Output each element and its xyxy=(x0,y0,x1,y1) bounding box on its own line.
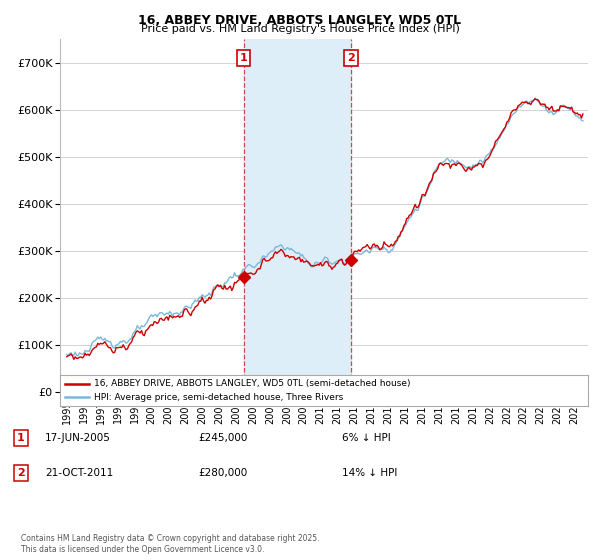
Text: 16, ABBEY DRIVE, ABBOTS LANGLEY, WD5 0TL: 16, ABBEY DRIVE, ABBOTS LANGLEY, WD5 0TL xyxy=(139,14,461,27)
Text: £280,000: £280,000 xyxy=(198,468,247,478)
Text: HPI: Average price, semi-detached house, Three Rivers: HPI: Average price, semi-detached house,… xyxy=(94,393,344,402)
Text: 17-JUN-2005: 17-JUN-2005 xyxy=(45,433,111,443)
Text: 6% ↓ HPI: 6% ↓ HPI xyxy=(342,433,391,443)
Text: 1: 1 xyxy=(17,433,25,443)
Text: 2: 2 xyxy=(17,468,25,478)
Text: 2: 2 xyxy=(347,53,355,63)
Text: 1: 1 xyxy=(240,53,248,63)
Text: Price paid vs. HM Land Registry's House Price Index (HPI): Price paid vs. HM Land Registry's House … xyxy=(140,24,460,34)
Text: £245,000: £245,000 xyxy=(198,433,247,443)
Text: 16, ABBEY DRIVE, ABBOTS LANGLEY, WD5 0TL (semi-detached house): 16, ABBEY DRIVE, ABBOTS LANGLEY, WD5 0TL… xyxy=(94,379,411,388)
Text: 14% ↓ HPI: 14% ↓ HPI xyxy=(342,468,397,478)
Text: 21-OCT-2011: 21-OCT-2011 xyxy=(45,468,113,478)
Text: Contains HM Land Registry data © Crown copyright and database right 2025.
This d: Contains HM Land Registry data © Crown c… xyxy=(21,534,320,554)
Bar xyxy=(244,39,351,392)
